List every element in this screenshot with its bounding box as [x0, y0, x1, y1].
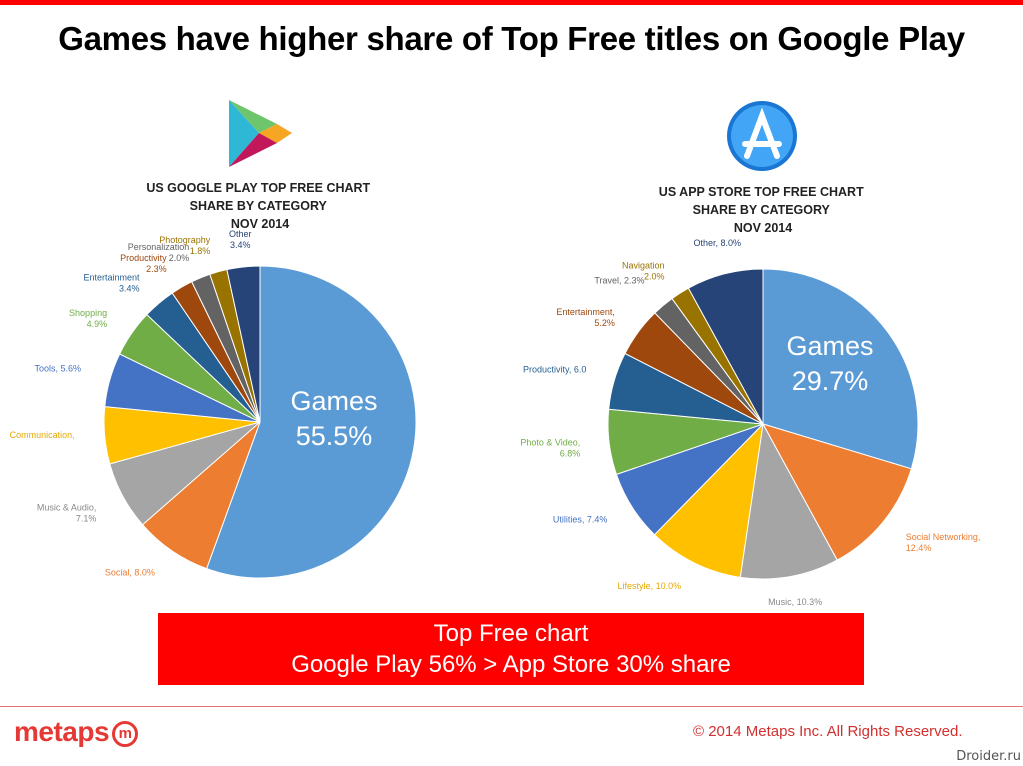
- as-label-music: Music, 10.3%: [768, 597, 822, 607]
- summary-callout: Top Free chart Google Play 56% > App Sto…: [158, 613, 864, 685]
- watermark-text: Droider.ru: [956, 749, 1021, 764]
- gp-title-line-2: SHARE BY CATEGORY: [190, 199, 328, 213]
- gp-label-shopping: Shopping 4.9%: [69, 308, 107, 329]
- as-games-label: Games 29.7%: [786, 331, 873, 396]
- metaps-logo: metaps m: [14, 716, 139, 748]
- as-slice-music: [739, 422, 838, 580]
- as-label-utilities: Utilities, 7.4%: [553, 514, 608, 524]
- gp-label-personalization: Personalization 2.0%: [128, 242, 190, 263]
- slide-title: Games have higher share of Top Free titl…: [58, 20, 965, 57]
- callout-line-2: Google Play 56% > App Store 30% share: [291, 651, 731, 678]
- app-store-chart-title: US APP STORE TOP FREE CHART SHARE BY CAT…: [659, 185, 867, 235]
- as-label-navigation: Navigation 2.0%: [622, 261, 665, 282]
- app-store-pie: Games 29.7% Social Networking, 12.4% Music, …: [520, 238, 980, 607]
- google-play-chart-title: US GOOGLE PLAY TOP FREE CHART SHARE BY C…: [146, 181, 373, 231]
- gp-slice-games: [205, 265, 417, 579]
- as-label-travel: Travel, 2.3%: [594, 275, 644, 285]
- google-play-icon: [229, 100, 292, 167]
- as-label-entertainment: Entertainment, 5.2%: [556, 307, 615, 328]
- logo-text: metaps: [14, 716, 110, 747]
- gp-title-line-3: NOV 2014: [231, 217, 289, 231]
- gp-label-photography: Photography 1.8%: [159, 235, 211, 256]
- as-label-photo-video: Photo & Video, 6.8%: [520, 438, 580, 459]
- as-title-line-1: US APP STORE TOP FREE CHART: [659, 185, 864, 199]
- as-slice-social-networking: [761, 423, 912, 561]
- logo-mark-icon: m: [112, 721, 139, 747]
- gp-games-label: Games 55.5%: [290, 386, 377, 451]
- gp-label-communication: Communication,: [10, 430, 75, 440]
- footer-divider: [0, 706, 1023, 707]
- copyright-text: © 2014 Metaps Inc. All Rights Reserved.: [693, 723, 963, 740]
- as-label-lifestyle: Lifestyle, 10.0%: [618, 581, 682, 591]
- app-store-icon: [727, 101, 797, 171]
- as-slice-other: [687, 268, 764, 425]
- gp-label-other: Other 3.4%: [229, 229, 252, 250]
- as-label-productivity: Productivity, 6.0: [523, 364, 586, 374]
- as-label-social-networking: Social Networking, 12.4%: [906, 532, 981, 553]
- as-slice-lifestyle: [653, 422, 764, 578]
- as-slice-games: [762, 268, 919, 470]
- as-title-line-3: NOV 2014: [734, 221, 792, 235]
- google-play-pie: Games 55.5% Social, 8.0% Music & Audio, 7.1%…: [10, 229, 417, 579]
- gp-label-tools: Tools, 5.6%: [34, 364, 81, 374]
- gp-title-line-1: US GOOGLE PLAY TOP FREE CHART: [146, 181, 370, 195]
- as-title-line-2: SHARE BY CATEGORY: [693, 203, 831, 217]
- gp-label-entertainment: Entertainment 3.4%: [83, 272, 140, 293]
- callout-line-1: Top Free chart: [433, 620, 589, 647]
- gp-label-productivity: Productivity 2.3%: [120, 253, 167, 274]
- gp-label-music-audio: Music & Audio, 7.1%: [37, 502, 97, 523]
- gp-slice-other: [226, 265, 261, 423]
- as-label-other: Other, 8.0%: [694, 238, 742, 248]
- gp-label-social: Social, 8.0%: [105, 567, 155, 577]
- top-accent-bar: [0, 0, 1023, 5]
